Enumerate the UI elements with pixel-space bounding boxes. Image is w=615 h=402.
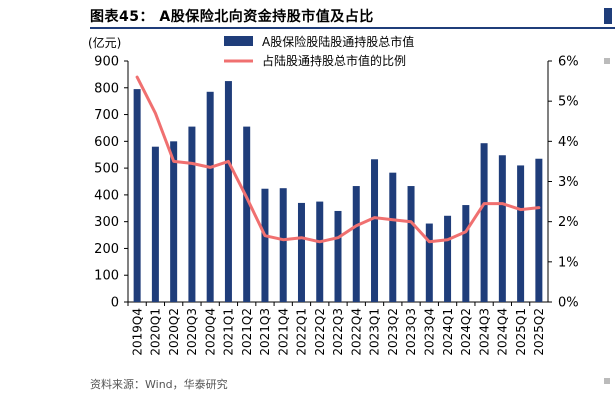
- x-tick-label: 2023Q4: [423, 308, 437, 356]
- x-tick-label: 2024Q1: [441, 308, 455, 356]
- bar: [480, 143, 488, 302]
- x-tick-label: 2020Q3: [185, 308, 199, 356]
- bar: [133, 89, 141, 302]
- right-tick-label: 5%: [558, 95, 579, 110]
- bar: [243, 126, 251, 302]
- x-tick-label: 2023Q2: [386, 308, 400, 356]
- right-tick-label: 0%: [558, 296, 579, 311]
- bar: [444, 215, 452, 302]
- line-series: [135, 75, 541, 244]
- bar: [462, 205, 470, 302]
- right-tick-label: 1%: [558, 255, 579, 270]
- x-tick-label: 2022Q4: [349, 308, 363, 356]
- x-tick-label: 2022Q2: [313, 308, 327, 356]
- x-tick-label: 2020Q2: [167, 308, 181, 356]
- bar: [224, 81, 232, 302]
- x-tick-label: 2019Q4: [130, 308, 144, 356]
- bar: [425, 223, 433, 302]
- x-tick-label: 2020Q4: [203, 308, 217, 356]
- bar: [279, 188, 287, 302]
- x-tick-label: 2020Q1: [149, 308, 163, 356]
- bar: [151, 146, 159, 302]
- x-tick-label: 2021Q3: [258, 308, 272, 356]
- left-tick-label: 200: [94, 242, 119, 257]
- bar: [188, 126, 196, 302]
- x-tick-label: 2021Q4: [276, 308, 290, 356]
- legend-label-bar: A股保险股陆股通持股总市值: [262, 34, 414, 49]
- title-rule: [90, 27, 615, 29]
- bar: [407, 186, 415, 302]
- bar: [170, 141, 178, 302]
- line-path: [135, 75, 541, 244]
- left-tick-label: 0: [111, 296, 119, 311]
- left-tick-label: 400: [94, 188, 119, 203]
- bar: [334, 210, 342, 302]
- left-tick-label: 900: [94, 55, 119, 70]
- bar: [498, 155, 506, 302]
- bar: [389, 172, 397, 302]
- right-tick-label: 3%: [558, 175, 579, 190]
- legend-label-line: 占陆股通持股总市值的比例: [262, 53, 406, 68]
- source-note: 资料来源：Wind，华泰研究: [90, 378, 228, 391]
- adjacent-title-mark: [604, 8, 612, 24]
- bar: [517, 165, 525, 302]
- right-tick-label: 6%: [558, 55, 579, 70]
- x-tick-label: 2024Q3: [477, 308, 491, 356]
- left-tick-label: 300: [94, 215, 119, 230]
- left-tick-label: 700: [94, 108, 119, 123]
- bar-series: [133, 81, 543, 303]
- x-tick-label: 2023Q3: [404, 308, 418, 356]
- x-tick-label: 2022Q3: [331, 308, 345, 356]
- right-tick-label: 4%: [558, 135, 579, 150]
- adjacent-source-mark: [604, 378, 610, 384]
- bar: [261, 188, 269, 302]
- figure-title: 图表45： A股保险北向资金持股市值及占比: [90, 9, 374, 25]
- bar: [352, 186, 360, 302]
- legend-swatch-bar: [224, 36, 253, 46]
- right-tick-label: 2%: [558, 215, 579, 230]
- bar: [206, 91, 214, 303]
- left-tick-label: 500: [94, 162, 119, 177]
- left-tick-label: 100: [94, 269, 119, 284]
- adjacent-text-mark: [604, 58, 610, 64]
- x-tick-label: 2025Q1: [514, 308, 528, 356]
- x-tick-label: 2022Q1: [295, 308, 309, 356]
- x-tick-label: 2021Q2: [240, 308, 254, 356]
- chart: 0 100 200 300 400 500 600 700 800 900 (亿元) 0% 1% 2% 3%…: [88, 34, 579, 356]
- bar: [535, 158, 543, 302]
- left-tick-label: 600: [94, 135, 119, 150]
- axes: 0 100 200 300 400 500 600 700 800 900 (亿元) 0% 1% 2% 3%…: [88, 35, 579, 356]
- left-tick-label: 800: [94, 81, 119, 96]
- x-tick-label: 2024Q4: [496, 308, 510, 356]
- x-tick-label: 2025Q2: [532, 308, 546, 356]
- adjacent-page-edge: [600, 0, 615, 402]
- x-tick-label: 2021Q1: [222, 308, 236, 356]
- x-tick-label: 2024Q2: [459, 308, 473, 356]
- bar: [371, 159, 379, 302]
- bar: [316, 201, 324, 302]
- bar: [297, 202, 305, 302]
- left-axis-unit-label: (亿元): [88, 35, 121, 50]
- x-tick-label: 2023Q1: [368, 308, 382, 356]
